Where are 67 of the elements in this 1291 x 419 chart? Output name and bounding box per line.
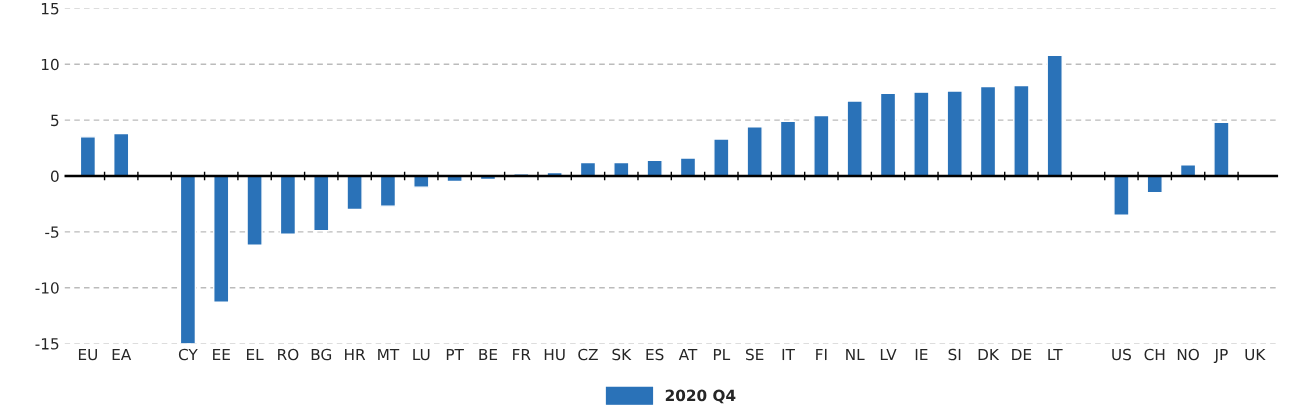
legend-label: 2020 Q4 [665, 389, 736, 404]
x-tick-label: LU [413, 348, 430, 361]
y-tick-label: 10 [41, 58, 59, 71]
x-tick-label: CY [178, 348, 198, 361]
x-tick-label: NO [1177, 348, 1199, 361]
x-tick-label: EE [213, 348, 230, 361]
x-tick-label: FI [816, 348, 827, 361]
bar [346, 175, 363, 211]
x-tick-label: LV [880, 348, 897, 361]
x-tick-label: IE [915, 348, 928, 361]
x-tick-label: CZ [578, 348, 598, 361]
x-tick-label: DE [1012, 348, 1032, 361]
x-tick-label: ES [646, 348, 664, 361]
bar [1213, 121, 1230, 177]
bar [246, 175, 263, 246]
x-tick-label: EU [78, 348, 97, 361]
x-tick-label: SI [948, 348, 961, 361]
bar [879, 92, 897, 177]
x-tick-label: SK [612, 348, 632, 361]
x-tick-label: MT [378, 348, 400, 361]
bar [913, 91, 930, 177]
bar [379, 175, 397, 207]
x-tick-label: SE [746, 348, 764, 361]
x-tick-label: FR [513, 348, 531, 361]
bar [713, 138, 730, 177]
bar [179, 175, 197, 344]
bar [613, 161, 630, 177]
x-tick-label: EL [247, 348, 264, 361]
x-tick-label: LT [1048, 348, 1063, 361]
bar [1046, 54, 1063, 177]
bar [813, 114, 830, 177]
bar [279, 175, 297, 235]
x-tick-label: HU [544, 348, 565, 361]
bar [1013, 84, 1030, 177]
x-tick-label: US [1112, 348, 1131, 361]
x-tick-label: AT [678, 348, 698, 361]
x-tick-label: JP [1213, 348, 1228, 364]
x-tick-label: CH [1144, 348, 1165, 361]
y-tick-label: -15 [35, 338, 59, 350]
x-tick-label: PT [446, 348, 464, 361]
x-tick-label: BE [479, 348, 498, 361]
bar [113, 132, 130, 177]
x-tick-label: NL [846, 348, 865, 361]
x-tick-label: PL [713, 348, 731, 361]
bar [646, 159, 663, 177]
bar [213, 175, 230, 303]
y-tick-label: 0 [50, 170, 59, 182]
bar [979, 85, 997, 177]
bar [746, 126, 763, 177]
x-tick-label: IT [782, 348, 795, 361]
x-tick-label: HR [345, 348, 366, 361]
x-tick-label: EA [112, 348, 132, 361]
bar [1113, 175, 1130, 216]
y-tick-label: 15 [41, 3, 59, 15]
bar [313, 175, 330, 232]
bar [946, 90, 963, 177]
y-tick-label: -5 [45, 226, 59, 238]
bar [679, 157, 697, 177]
x-tick-label: RO [278, 348, 299, 361]
x-tick-label: BG [311, 348, 332, 361]
x-tick-label: DK [978, 348, 1000, 361]
y-tick-label: 5 [51, 114, 59, 127]
y-tick-label: -10 [35, 282, 59, 294]
x-tick-label: UK [1245, 348, 1266, 361]
bar [846, 100, 863, 177]
bar [79, 136, 97, 177]
bar [779, 120, 797, 177]
